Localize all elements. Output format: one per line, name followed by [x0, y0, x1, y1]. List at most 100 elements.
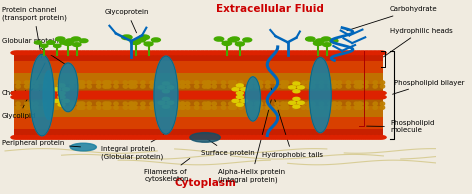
Circle shape [219, 91, 231, 96]
Circle shape [359, 50, 371, 55]
Circle shape [253, 135, 264, 140]
Ellipse shape [212, 106, 216, 109]
Bar [14, 117, 383, 129]
Ellipse shape [176, 81, 181, 84]
Circle shape [285, 50, 296, 55]
Circle shape [289, 50, 301, 55]
Ellipse shape [354, 85, 359, 88]
Ellipse shape [159, 106, 163, 109]
Circle shape [84, 135, 95, 140]
Text: Hydrophobic tails: Hydrophobic tails [261, 88, 322, 158]
Circle shape [158, 50, 169, 55]
Circle shape [162, 50, 173, 55]
Circle shape [152, 38, 160, 42]
Circle shape [187, 50, 198, 55]
Circle shape [84, 91, 95, 96]
Ellipse shape [55, 102, 59, 106]
Ellipse shape [364, 81, 368, 84]
Circle shape [351, 135, 362, 140]
Ellipse shape [205, 85, 210, 88]
Circle shape [203, 50, 214, 55]
Text: Glycoprotein: Glycoprotein [105, 9, 150, 33]
Ellipse shape [266, 81, 270, 84]
Circle shape [142, 135, 153, 140]
Circle shape [244, 135, 255, 140]
Circle shape [142, 91, 153, 96]
Ellipse shape [51, 106, 55, 109]
Ellipse shape [364, 102, 368, 106]
Ellipse shape [337, 81, 342, 84]
Circle shape [199, 135, 211, 140]
Circle shape [121, 91, 132, 96]
Circle shape [330, 50, 342, 55]
Circle shape [18, 50, 30, 55]
Ellipse shape [107, 106, 111, 109]
Ellipse shape [254, 81, 259, 84]
Circle shape [58, 103, 65, 106]
Circle shape [31, 94, 42, 100]
Ellipse shape [357, 106, 362, 109]
Circle shape [96, 94, 108, 100]
Ellipse shape [285, 85, 289, 88]
Circle shape [351, 50, 362, 55]
Circle shape [338, 135, 350, 140]
Circle shape [170, 91, 182, 96]
Circle shape [101, 94, 112, 100]
Ellipse shape [16, 102, 20, 106]
Ellipse shape [256, 85, 261, 88]
Ellipse shape [60, 81, 65, 84]
Ellipse shape [306, 106, 311, 109]
Ellipse shape [248, 81, 253, 84]
Circle shape [76, 50, 87, 55]
Circle shape [48, 41, 55, 44]
Circle shape [330, 94, 342, 100]
Text: Hydrophilic heads: Hydrophilic heads [383, 28, 453, 57]
Ellipse shape [285, 102, 289, 106]
Circle shape [376, 94, 387, 100]
Circle shape [367, 94, 379, 100]
Circle shape [43, 91, 54, 96]
Ellipse shape [29, 81, 34, 84]
Circle shape [351, 94, 362, 100]
Circle shape [297, 94, 309, 100]
Bar [14, 51, 383, 61]
Circle shape [150, 135, 161, 140]
Circle shape [261, 135, 272, 140]
Ellipse shape [275, 81, 279, 84]
Ellipse shape [154, 56, 178, 134]
Ellipse shape [54, 106, 58, 109]
Text: Alpha-Helix protein
(integral protein): Alpha-Helix protein (integral protein) [218, 98, 285, 183]
Ellipse shape [207, 85, 211, 88]
Ellipse shape [141, 85, 145, 88]
Circle shape [216, 135, 227, 140]
Circle shape [343, 91, 354, 96]
Circle shape [51, 50, 63, 55]
Ellipse shape [114, 106, 118, 109]
Ellipse shape [28, 106, 33, 109]
Circle shape [137, 50, 149, 55]
Circle shape [55, 91, 67, 96]
Text: Surface protein: Surface protein [201, 139, 254, 156]
Ellipse shape [256, 81, 261, 84]
Ellipse shape [155, 102, 160, 106]
Ellipse shape [232, 102, 237, 106]
Ellipse shape [302, 85, 306, 88]
Circle shape [297, 91, 309, 96]
Ellipse shape [258, 85, 263, 88]
Ellipse shape [150, 85, 154, 88]
Bar [14, 106, 383, 117]
Circle shape [253, 50, 264, 55]
Ellipse shape [81, 106, 85, 109]
Circle shape [297, 135, 309, 140]
Circle shape [219, 50, 231, 55]
Circle shape [343, 50, 354, 55]
Circle shape [367, 91, 379, 96]
Circle shape [154, 50, 165, 55]
Circle shape [240, 91, 252, 96]
Circle shape [285, 135, 296, 140]
Ellipse shape [87, 102, 92, 106]
Ellipse shape [81, 85, 85, 88]
Ellipse shape [380, 85, 385, 88]
Circle shape [166, 94, 177, 100]
Circle shape [47, 135, 59, 140]
